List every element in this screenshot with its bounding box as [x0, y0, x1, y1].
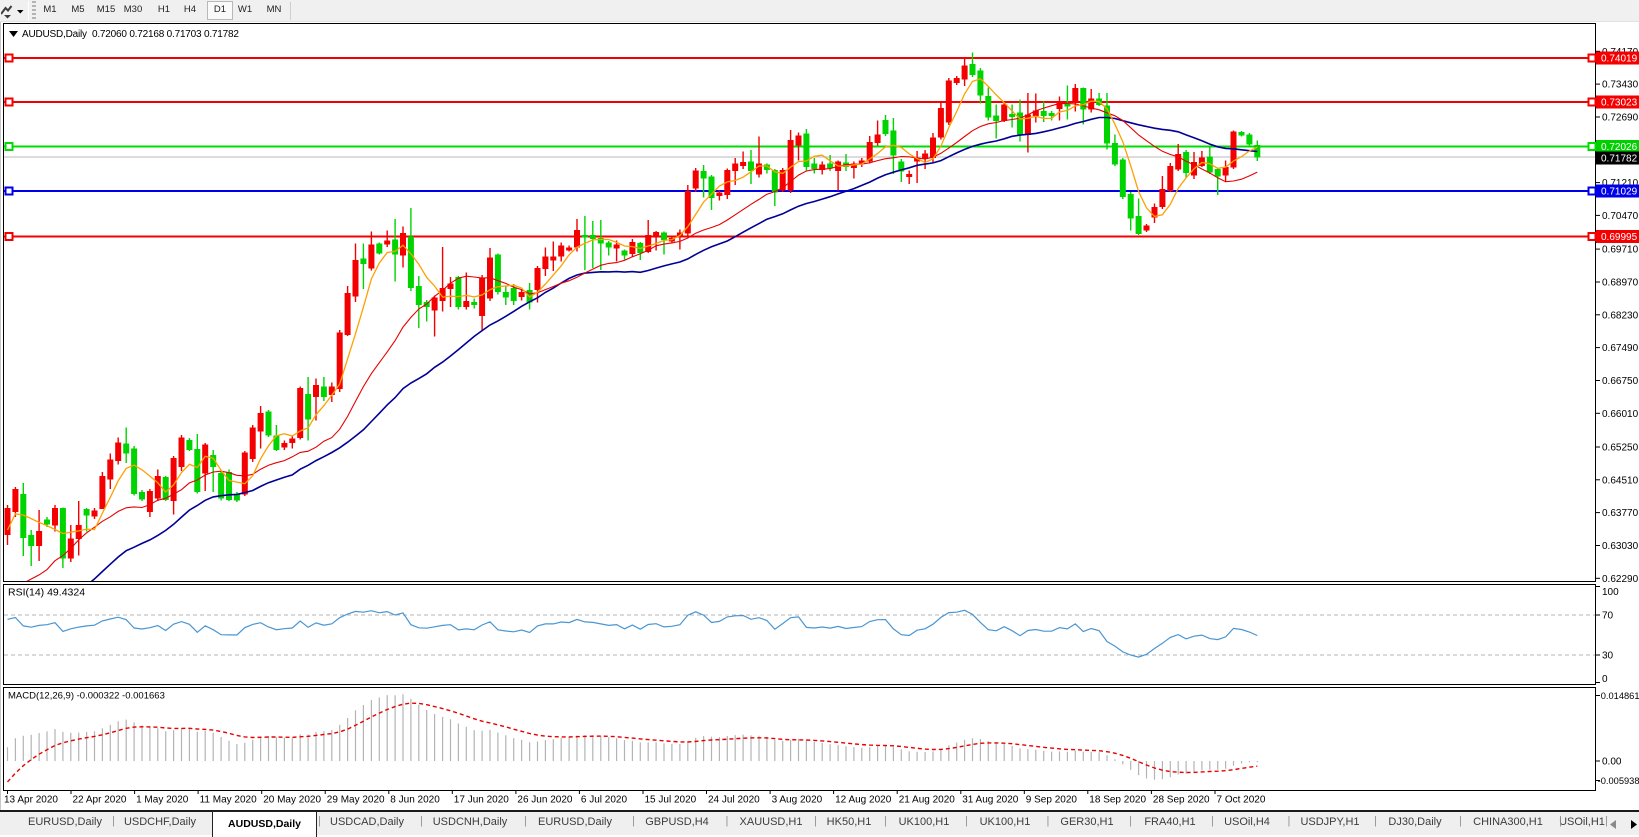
- svg-text:17 Jun 2020: 17 Jun 2020: [454, 795, 509, 806]
- svg-text:100: 100: [1602, 587, 1619, 598]
- svg-text:3 Aug 2020: 3 Aug 2020: [772, 795, 823, 806]
- svg-text:21 Aug 2020: 21 Aug 2020: [899, 795, 956, 806]
- svg-text:18 Sep 2020: 18 Sep 2020: [1089, 795, 1146, 806]
- svg-text:15 Jul 2020: 15 Jul 2020: [645, 795, 697, 806]
- svg-text:0.73023: 0.73023: [1601, 98, 1638, 109]
- svg-text:31 Aug 2020: 31 Aug 2020: [962, 795, 1019, 806]
- svg-text:8 Jun 2020: 8 Jun 2020: [390, 795, 440, 806]
- svg-text:0.69710: 0.69710: [1602, 245, 1639, 256]
- svg-text:0.68970: 0.68970: [1602, 278, 1639, 289]
- svg-text:22 Apr 2020: 22 Apr 2020: [73, 795, 127, 806]
- svg-text:0.62290: 0.62290: [1602, 574, 1639, 585]
- svg-text:30: 30: [1602, 651, 1614, 662]
- svg-text:29 May 2020: 29 May 2020: [327, 795, 385, 806]
- svg-text:0.74019: 0.74019: [1601, 54, 1638, 65]
- svg-text:70: 70: [1602, 611, 1614, 622]
- svg-text:0.66010: 0.66010: [1602, 409, 1639, 420]
- svg-text:0.72026: 0.72026: [1601, 142, 1638, 153]
- svg-text:20 May 2020: 20 May 2020: [263, 795, 321, 806]
- svg-text:12 Aug 2020: 12 Aug 2020: [835, 795, 892, 806]
- svg-text:0.69995: 0.69995: [1601, 232, 1638, 243]
- svg-text:26 Jun 2020: 26 Jun 2020: [517, 795, 572, 806]
- svg-text:0: 0: [1602, 674, 1608, 685]
- svg-text:0.65250: 0.65250: [1602, 443, 1639, 454]
- svg-text:MACD(12,26,9) -0.000322 -0.001: MACD(12,26,9) -0.000322 -0.001663: [8, 691, 165, 702]
- svg-text:0.73430: 0.73430: [1602, 80, 1639, 91]
- svg-text:0.66750: 0.66750: [1602, 376, 1639, 387]
- svg-text:0.63770: 0.63770: [1602, 508, 1639, 519]
- svg-text:6 Jul 2020: 6 Jul 2020: [581, 795, 628, 806]
- svg-text:0.70470: 0.70470: [1602, 211, 1639, 222]
- svg-text:11 May 2020: 11 May 2020: [200, 795, 258, 806]
- svg-text:28 Sep 2020: 28 Sep 2020: [1153, 795, 1210, 806]
- svg-text:0.64510: 0.64510: [1602, 475, 1639, 486]
- svg-text:0.63030: 0.63030: [1602, 541, 1639, 552]
- svg-text:AUDUSD,Daily 0.72060 0.72168: AUDUSD,Daily 0.72060 0.72168 0.71703 0.7…: [22, 29, 239, 40]
- svg-text:0.014861: 0.014861: [1601, 691, 1639, 701]
- svg-text:0.00: 0.00: [1602, 757, 1622, 768]
- svg-text:7 Oct 2020: 7 Oct 2020: [1217, 795, 1266, 806]
- svg-text:0.68230: 0.68230: [1602, 310, 1639, 321]
- svg-text:0.71782: 0.71782: [1601, 154, 1638, 165]
- svg-text:13 Apr 2020: 13 Apr 2020: [4, 795, 58, 806]
- svg-text:0.67490: 0.67490: [1602, 343, 1639, 354]
- svg-text:24 Jul 2020: 24 Jul 2020: [708, 795, 760, 806]
- svg-text:0.72690: 0.72690: [1602, 113, 1639, 124]
- svg-text:0.71029: 0.71029: [1601, 187, 1638, 198]
- svg-text:0.71210: 0.71210: [1602, 178, 1639, 189]
- svg-text:-0.005938: -0.005938: [1598, 776, 1639, 786]
- svg-text:1 May 2020: 1 May 2020: [136, 795, 189, 806]
- svg-text:RSI(14) 49.4324: RSI(14) 49.4324: [8, 587, 85, 599]
- svg-text:9 Sep 2020: 9 Sep 2020: [1026, 795, 1078, 806]
